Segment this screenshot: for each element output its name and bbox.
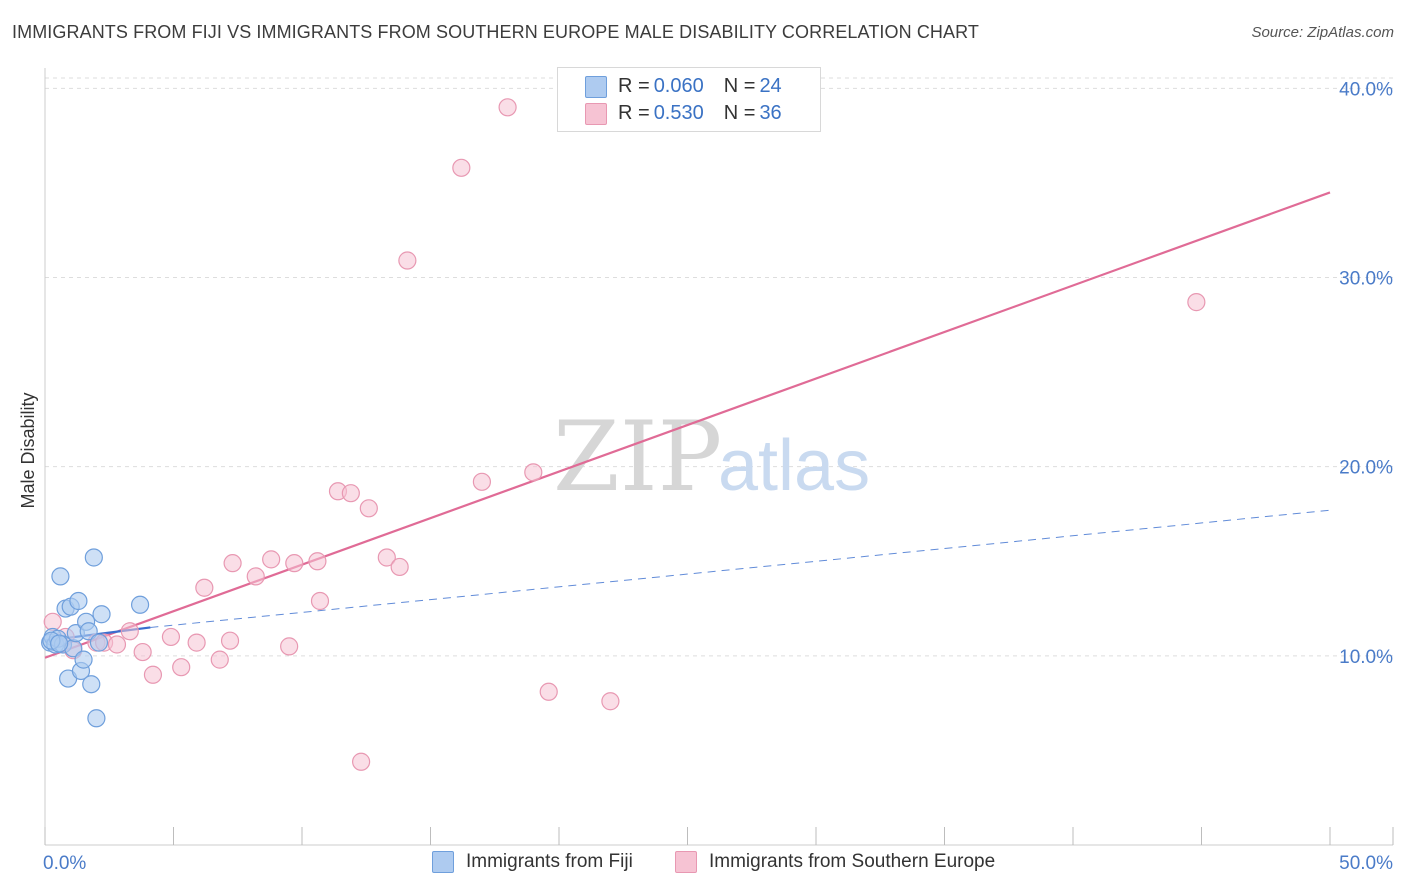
point-southern-europe xyxy=(120,622,139,641)
series-legend: Immigrants from Fiji Immigrants from Sou… xyxy=(0,851,1406,879)
watermark-atlas: atlas xyxy=(718,426,870,506)
legend-se-r-label: R = xyxy=(618,101,650,124)
series-legend-southern-europe[interactable]: Immigrants from Southern Europe xyxy=(675,851,995,873)
legend-swatch-fiji xyxy=(585,76,607,98)
point-southern-europe xyxy=(359,499,378,518)
trend-line-southern-europe xyxy=(44,191,1331,659)
point-fiji xyxy=(79,622,98,641)
point-southern-europe xyxy=(285,554,304,573)
point-southern-europe xyxy=(601,692,620,711)
point-fiji xyxy=(84,548,103,567)
point-southern-europe xyxy=(390,557,409,577)
point-fiji xyxy=(50,634,69,653)
point-southern-europe xyxy=(223,554,242,573)
watermark: ZIP atlas xyxy=(553,401,870,513)
y-tick-label: 30.0% xyxy=(1339,269,1393,290)
point-fiji xyxy=(82,675,101,694)
point-southern-europe xyxy=(524,463,543,482)
legend-se-n-value: 36 xyxy=(759,101,782,124)
x-tick-label-max: 50.0% xyxy=(1339,853,1393,874)
point-southern-europe xyxy=(43,612,62,631)
point-southern-europe xyxy=(398,251,417,270)
point-southern-europe xyxy=(472,472,491,491)
trend-line-fiji-extension xyxy=(150,509,1331,628)
series-legend-fiji-swatch xyxy=(432,851,454,873)
point-southern-europe xyxy=(452,158,471,177)
point-southern-europe xyxy=(352,752,371,771)
source-credit: Source: ZipAtlas.com xyxy=(1251,24,1394,41)
point-southern-europe xyxy=(187,633,206,652)
point-southern-europe xyxy=(310,591,330,611)
point-southern-europe xyxy=(262,550,281,569)
trend-lines xyxy=(44,191,1331,659)
chart-title: IMMIGRANTS FROM FIJI VS IMMIGRANTS FROM … xyxy=(12,22,979,42)
legend-se-r-value: 0.530 xyxy=(653,101,704,124)
legend-fiji-n-label: N = xyxy=(723,74,756,97)
legend-fiji-n-value: 24 xyxy=(759,74,782,97)
watermark-zip: ZIP xyxy=(553,401,722,513)
legend-swatch-southern-europe xyxy=(585,103,607,125)
point-fiji xyxy=(130,595,150,614)
point-southern-europe xyxy=(341,484,360,503)
grid-layer xyxy=(45,77,1395,657)
legend-row-fiji: R = 0.060 N = 24 xyxy=(618,74,782,98)
point-southern-europe xyxy=(107,635,127,654)
legend-row-southern-europe: R = 0.530 N = 36 xyxy=(618,101,782,125)
series-legend-se-label: Immigrants from Southern Europe xyxy=(709,851,996,872)
y-tick-label: 40.0% xyxy=(1339,79,1393,100)
y-axis-label: Male Disability xyxy=(18,392,38,508)
point-southern-europe xyxy=(210,650,229,669)
axis-labels: 10.0% 20.0% 30.0% 40.0% 0.0% 50.0% Male Disabi… xyxy=(18,79,1393,874)
series-legend-fiji[interactable]: Immigrants from Fiji xyxy=(432,851,633,873)
point-southern-europe xyxy=(308,552,327,571)
point-fiji xyxy=(51,567,70,586)
point-southern-europe xyxy=(498,98,517,117)
legend-fiji-r-label: R = xyxy=(618,74,650,97)
point-southern-europe xyxy=(280,637,299,656)
point-fiji xyxy=(87,709,106,728)
axis-layer xyxy=(44,68,1394,846)
data-points xyxy=(41,98,1206,771)
y-tick-label: 10.0% xyxy=(1339,647,1393,668)
point-southern-europe xyxy=(161,627,181,647)
correlation-legend: R = 0.060 N = 24 R = 0.530 N = 36 xyxy=(557,67,821,132)
point-fiji xyxy=(89,633,109,652)
point-fiji xyxy=(92,605,111,624)
point-southern-europe xyxy=(539,682,558,701)
legend-fiji-r-value: 0.060 xyxy=(653,74,704,97)
legend-se-n-label: N = xyxy=(723,101,756,124)
point-fiji xyxy=(69,591,88,611)
point-southern-europe xyxy=(1187,293,1206,312)
point-fiji xyxy=(74,650,93,669)
point-southern-europe xyxy=(220,631,240,650)
series-legend-se-swatch xyxy=(675,851,697,873)
point-southern-europe xyxy=(246,567,265,586)
y-tick-label: 20.0% xyxy=(1339,458,1393,479)
series-legend-fiji-label: Immigrants from Fiji xyxy=(466,851,633,872)
point-southern-europe xyxy=(143,665,163,684)
point-southern-europe xyxy=(377,548,396,567)
point-southern-europe xyxy=(172,658,191,677)
point-southern-europe xyxy=(195,578,214,597)
point-southern-europe xyxy=(133,642,152,662)
x-tick-label-min: 0.0% xyxy=(43,853,86,874)
